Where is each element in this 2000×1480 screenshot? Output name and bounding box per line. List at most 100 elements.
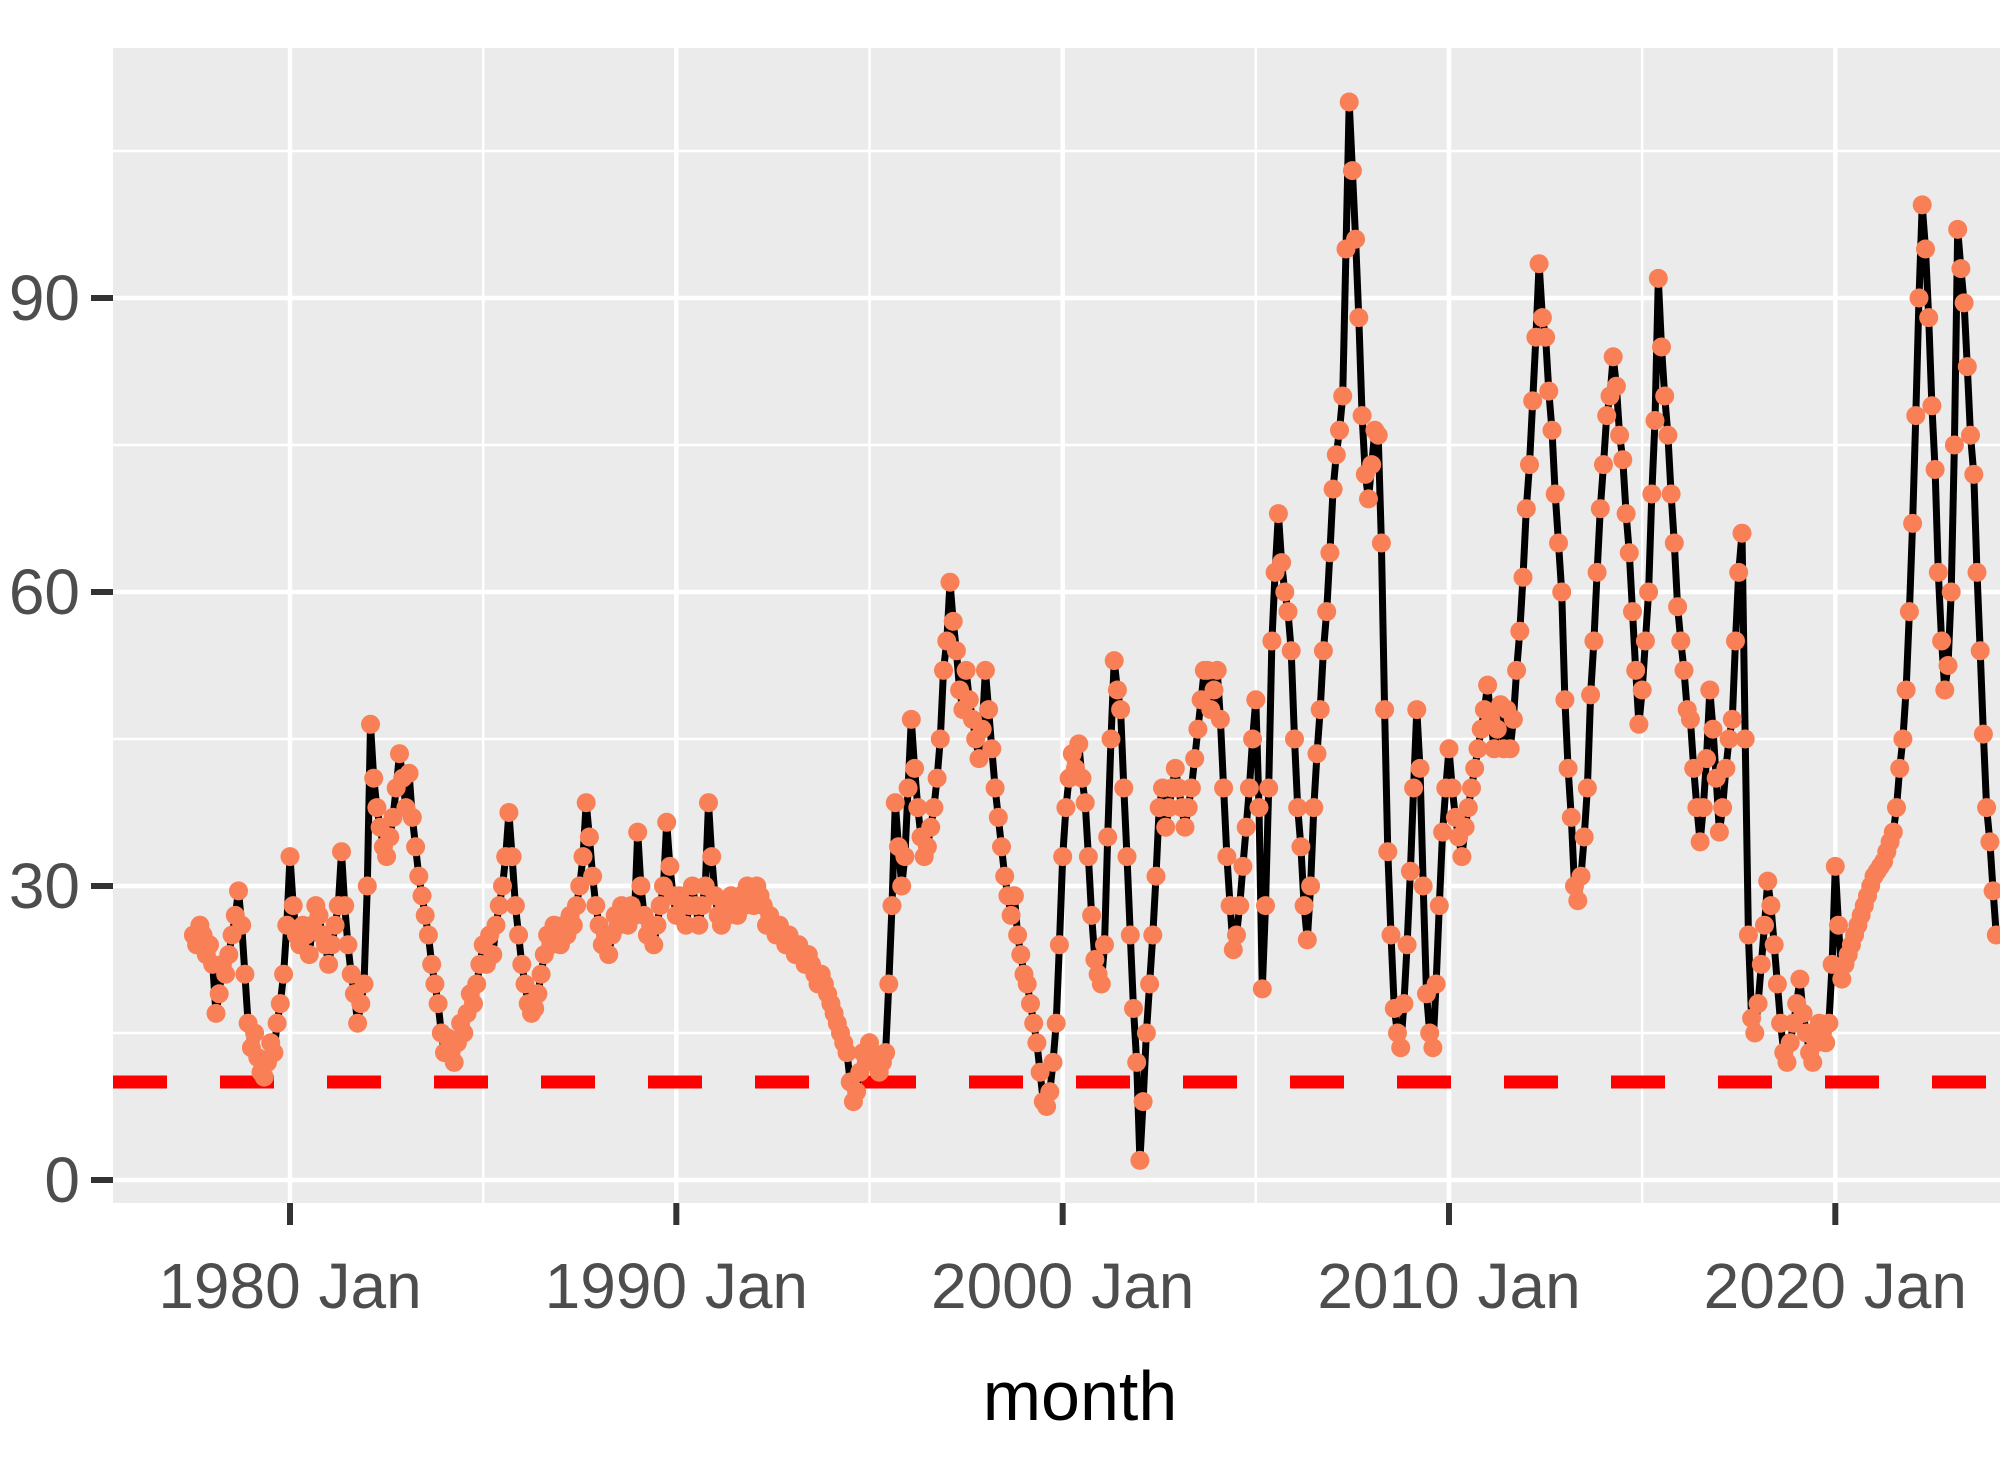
data-point: [1165, 758, 1185, 778]
data-point: [1136, 1023, 1156, 1043]
data-point: [1623, 602, 1642, 622]
data-point: [1536, 327, 1556, 347]
data-point: [1320, 543, 1340, 563]
data-point: [1323, 479, 1343, 499]
data-point: [390, 744, 409, 764]
data-point: [232, 915, 252, 935]
data-point: [1658, 425, 1678, 445]
data-point: [1742, 1008, 1762, 1028]
data-point: [1127, 1052, 1147, 1072]
data-point: [1049, 935, 1069, 955]
data-point: [1964, 464, 1984, 484]
data-point: [1037, 1097, 1057, 1116]
data-point: [689, 915, 709, 935]
data-point: [1957, 357, 1977, 377]
data-point: [930, 729, 950, 749]
data-point: [1568, 891, 1588, 911]
data-point: [206, 1003, 226, 1023]
data-point: [1111, 700, 1131, 720]
data-point: [1986, 925, 2000, 945]
data-point: [1397, 935, 1417, 955]
data-point: [509, 925, 529, 945]
data-point: [1703, 719, 1723, 739]
data-point: [1967, 562, 1987, 582]
data-point: [1156, 817, 1176, 837]
gridlines: [113, 48, 2000, 1203]
data-point: [1268, 504, 1288, 524]
data-point: [1249, 798, 1269, 818]
data-point: [692, 896, 712, 916]
data-point: [1291, 837, 1311, 857]
data-point: [1001, 905, 1021, 925]
data-point: [1053, 847, 1073, 867]
data-point: [1577, 778, 1597, 798]
data-point: [338, 935, 358, 955]
data-point: [280, 847, 300, 867]
data-point: [1916, 239, 1935, 259]
data-point: [1375, 700, 1395, 720]
data-point: [1272, 553, 1292, 573]
data-point: [1313, 641, 1333, 661]
data-point: [1352, 406, 1372, 426]
data-point: [1478, 675, 1498, 695]
data-point: [650, 896, 670, 916]
data-point: [1181, 778, 1201, 798]
data-point: [946, 641, 966, 661]
data-point: [1906, 406, 1926, 426]
data-point: [1903, 513, 1923, 533]
data-point: [1777, 1052, 1797, 1072]
data-point: [464, 994, 483, 1014]
data-point: [1008, 925, 1028, 945]
data-point: [956, 660, 976, 680]
data-point: [628, 822, 648, 842]
data-point: [1597, 406, 1617, 426]
data-point: [579, 827, 599, 847]
data-point: [1024, 1013, 1044, 1033]
data-point: [1751, 954, 1771, 974]
data-point: [702, 847, 722, 867]
data-point: [1078, 847, 1098, 867]
data-point: [1983, 881, 2000, 901]
data-point: [1117, 847, 1137, 867]
data-point: [1684, 758, 1704, 778]
data-point: [1027, 1033, 1047, 1053]
data-point: [1954, 293, 1974, 313]
data-point: [354, 974, 374, 994]
data-point: [409, 866, 429, 886]
data-point: [837, 1043, 857, 1063]
data-point: [1075, 793, 1095, 813]
data-point: [1359, 489, 1378, 509]
data-point: [1275, 582, 1295, 602]
data-point: [1719, 729, 1739, 749]
data-point: [1887, 798, 1906, 818]
data-point: [1394, 994, 1414, 1014]
x-axis-title: month: [983, 1357, 1178, 1435]
data-point: [319, 954, 339, 974]
data-point: [406, 837, 426, 857]
data-point: [505, 896, 525, 916]
x-tick-label: 2020 Jan: [1704, 1250, 1967, 1322]
data-point: [992, 837, 1011, 857]
data-point: [1552, 582, 1572, 602]
data-point: [1233, 856, 1253, 876]
data-point: [1941, 582, 1961, 602]
data-point: [1339, 92, 1359, 112]
data-point: [1378, 842, 1398, 862]
data-point: [1349, 308, 1369, 328]
data-point: [1101, 729, 1121, 749]
data-point: [988, 807, 1008, 827]
data-point: [1977, 798, 1997, 818]
data-point: [245, 1023, 265, 1043]
data-point: [972, 719, 992, 739]
data-point: [1204, 680, 1224, 700]
data-point: [1439, 739, 1459, 759]
data-point: [1629, 714, 1649, 734]
data-point: [1252, 979, 1272, 999]
data-point: [1423, 1038, 1443, 1058]
data-point: [1301, 876, 1321, 896]
data-point: [1069, 734, 1089, 754]
data-point: [1616, 504, 1636, 524]
data-point: [1465, 758, 1485, 778]
